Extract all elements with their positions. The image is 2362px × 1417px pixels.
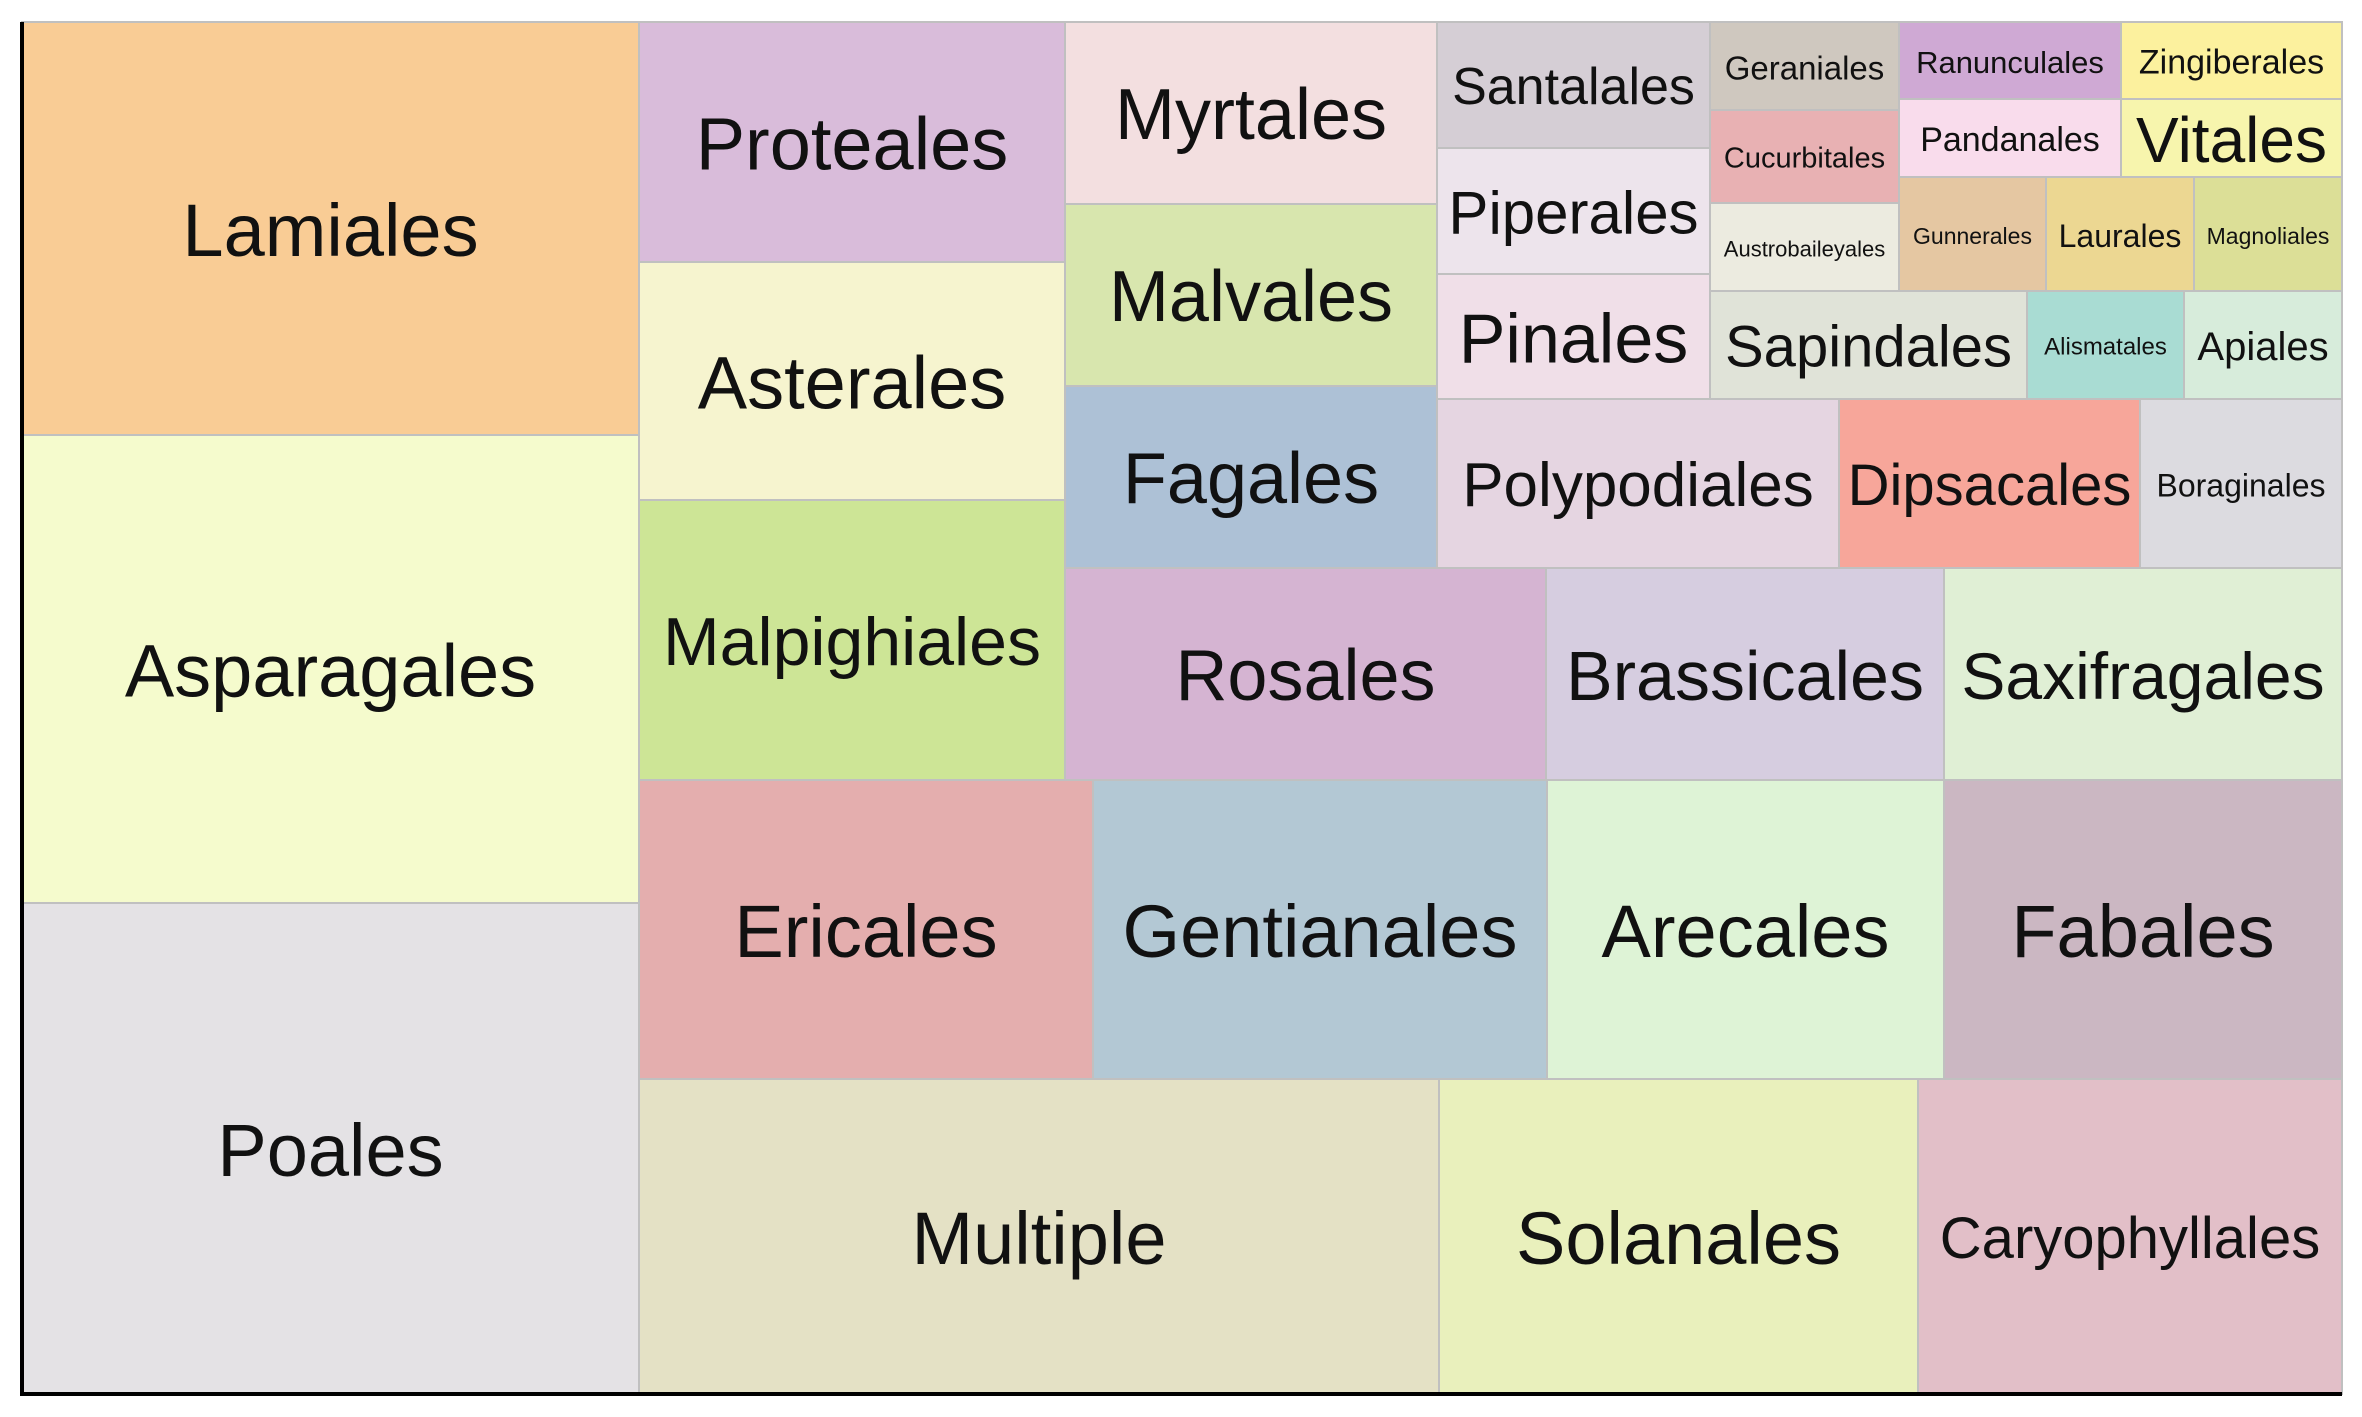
tile-label-apiales: Apiales xyxy=(2197,325,2328,369)
tile-label-santalales: Santalales xyxy=(1452,58,1695,116)
tile-label-austrobaileyales: Austrobaileyales xyxy=(1724,237,1885,262)
tile-label-pandanales: Pandanales xyxy=(1920,121,2100,159)
tile-fabales xyxy=(1943,779,2343,1080)
tile-label-poales: Poales xyxy=(217,1109,443,1192)
tile-malpighiales xyxy=(638,499,1066,781)
tile-label-multiple: Multiple xyxy=(912,1197,1167,1280)
treemap-tiles: Lamiales Asparagales Poales Proteales Astera… xyxy=(21,21,2343,1395)
tile-pandanales xyxy=(1898,98,2122,178)
tile-label-dipsacales: Dipsacales xyxy=(1848,453,2132,518)
tile-asterales xyxy=(638,261,1066,501)
tile-label-sapindales: Sapindales xyxy=(1725,315,2012,380)
tile-label-cucurbitales: Cucurbitales xyxy=(1724,143,1885,175)
tile-label-rosales: Rosales xyxy=(1175,636,1435,716)
tile-vitales xyxy=(2120,98,2343,178)
tile-label-polypodiales: Polypodiales xyxy=(1462,451,1814,520)
tile-solanales xyxy=(1438,1078,1919,1395)
tile-label-vitales: Vitales xyxy=(2136,104,2327,176)
tile-label-boraginales: Boraginales xyxy=(2157,468,2326,504)
tile-malvales xyxy=(1064,203,1438,387)
tile-magnoliales xyxy=(2193,176,2343,292)
tile-label-solanales: Solanales xyxy=(1516,1197,1841,1280)
tile-pinales xyxy=(1436,273,1711,400)
tile-zingiberales xyxy=(2120,21,2343,100)
tile-label-magnoliales: Magnoliales xyxy=(2207,223,2330,249)
tile-cucurbitales xyxy=(1709,109,1900,204)
tile-santalales xyxy=(1436,21,1711,149)
tile-poales xyxy=(21,902,640,1395)
tile-apiales xyxy=(2183,290,2343,400)
tile-label-arecales: Arecales xyxy=(1602,890,1890,973)
tile-sapindales xyxy=(1709,290,2028,400)
tile-rosales xyxy=(1064,567,1547,781)
tile-ranunculales xyxy=(1898,21,2122,100)
tile-asparagales xyxy=(21,434,640,904)
tile-label-brassicales: Brassicales xyxy=(1566,637,1924,715)
tile-arecales xyxy=(1546,779,1945,1080)
tile-label-malvales: Malvales xyxy=(1109,257,1393,337)
tile-label-piperales: Piperales xyxy=(1448,180,1698,247)
tile-label-ericales: Ericales xyxy=(734,890,997,973)
tile-label-lamiales: Lamiales xyxy=(182,189,478,272)
tile-label-malpighiales: Malpighiales xyxy=(663,604,1041,680)
tile-boraginales xyxy=(2139,398,2343,569)
tile-label-gunnerales: Gunnerales xyxy=(1913,223,2032,249)
tile-label-zingiberales: Zingiberales xyxy=(2139,44,2324,82)
tile-label-pinales: Pinales xyxy=(1459,300,1689,378)
tile-label-asterales: Asterales xyxy=(698,342,1006,425)
tile-label-geraniales: Geraniales xyxy=(1725,50,1885,87)
tile-label-proteales: Proteales xyxy=(696,103,1009,186)
tile-label-caryophyllales: Caryophyllales xyxy=(1940,1206,2320,1271)
tile-multiple xyxy=(638,1078,1440,1395)
tile-label-fabales: Fabales xyxy=(2011,890,2274,973)
tile-laurales xyxy=(2045,176,2195,292)
tile-gunnerales xyxy=(1898,176,2047,292)
tile-label-ranunculales: Ranunculales xyxy=(1916,45,2104,80)
tile-saxifragales xyxy=(1943,567,2343,781)
tile-label-myrtales: Myrtales xyxy=(1115,75,1387,155)
tile-label-laurales: Laurales xyxy=(2059,218,2182,254)
tile-label-alismatales: Alismatales xyxy=(2044,334,2167,361)
tile-proteales xyxy=(638,21,1066,263)
tile-label-fagales: Fagales xyxy=(1123,439,1379,519)
tile-lamiales xyxy=(21,21,640,436)
tile-label-gentianales: Gentianales xyxy=(1123,890,1518,973)
tile-label-asparagales: Asparagales xyxy=(125,630,536,713)
tile-label-saxifragales: Saxifragales xyxy=(1961,639,2324,713)
tile-dipsacales xyxy=(1838,398,2141,569)
tile-caryophyllales xyxy=(1917,1078,2343,1395)
